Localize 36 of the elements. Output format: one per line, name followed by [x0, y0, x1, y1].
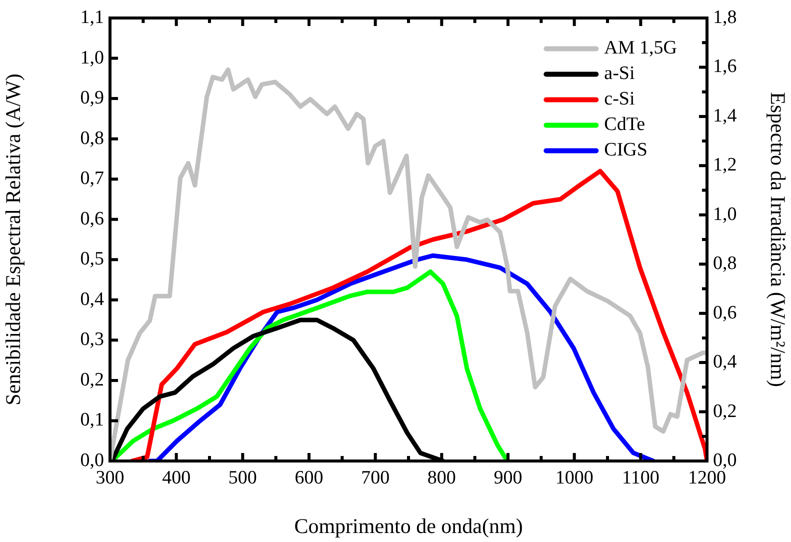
- legend-label: CdTe: [604, 114, 646, 136]
- x-tick-label: 1100: [622, 467, 660, 488]
- x-tick-label: 700: [361, 467, 390, 488]
- y-tick-label: 0,5: [80, 248, 104, 270]
- x-tick-label: 1000: [555, 467, 594, 488]
- y-tick-label: 0,3: [80, 329, 104, 350]
- y-tick-label: 0,8: [80, 128, 104, 149]
- y2-tick-label: 0,2: [713, 400, 737, 422]
- y-tick-label: 0,6: [80, 208, 104, 230]
- y2-tick-label: 1,6: [713, 56, 737, 78]
- y-axis-title: Sensibilidade Espectral Relativa (A/W): [1, 74, 26, 406]
- y2-tick-label: 1,2: [713, 154, 737, 176]
- x-axis-title: Comprimento de onda(nm): [294, 514, 523, 538]
- y-tick-label: 0,7: [80, 168, 104, 190]
- x-tick-label: 500: [228, 467, 257, 488]
- y-tick-label: 0,9: [80, 88, 104, 109]
- y-tick-label: 1,1: [80, 6, 104, 28]
- legend-label: a-Si: [604, 63, 635, 84]
- y2-tick-label: 1,0: [713, 204, 737, 225]
- y-tick-label: 1,0: [80, 47, 104, 68]
- y2-tick-label: 0,8: [713, 253, 737, 274]
- y2-axis-title: Espectro da Irradiância (W/m²/nm): [766, 92, 790, 387]
- y2-tick-label: 0,6: [713, 302, 737, 324]
- legend-label: c-Si: [604, 88, 635, 110]
- y2-tick-label: 0,4: [713, 352, 738, 373]
- x-tick-label: 900: [494, 467, 522, 488]
- x-tick-label: 600: [294, 467, 324, 488]
- y-tick-label: 0,1: [80, 410, 104, 431]
- legend-label: CIGS: [604, 140, 648, 161]
- y2-tick-label: 1,8: [713, 6, 737, 28]
- x-tick-label: 800: [427, 467, 456, 488]
- x-tick-label: 400: [162, 467, 191, 488]
- legend-label: AM 1,5G: [604, 38, 678, 59]
- y2-tick-label: 1,4: [713, 105, 738, 126]
- y-tick-label: 0,2: [80, 369, 104, 390]
- y-tick-label: 0,4: [80, 288, 104, 310]
